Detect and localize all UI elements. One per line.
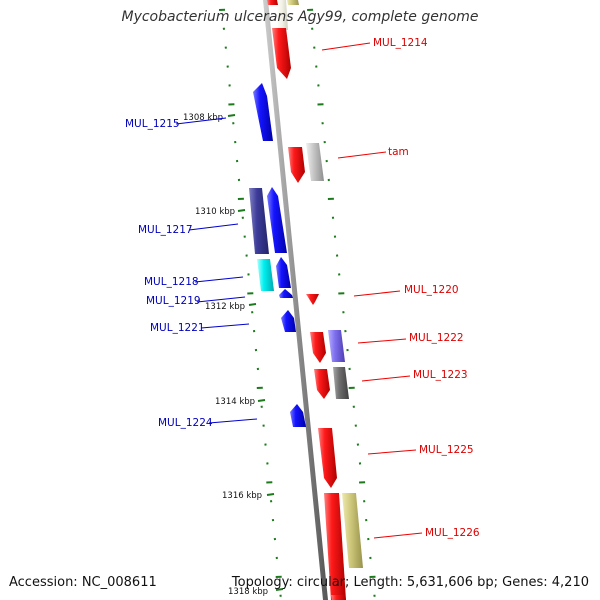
label-MUL_1225[interactable]: MUL_1225: [419, 444, 474, 456]
feature-MUL_1224[interactable]: [290, 404, 306, 427]
tick-label-1316: 1316 kbp: [222, 491, 262, 501]
genome-backbone: [263, 0, 328, 600]
feature-MUL_1222[interactable]: [310, 332, 326, 363]
forward-strand-features: [267, 0, 363, 600]
label-MUL_1226[interactable]: MUL_1226: [425, 527, 480, 539]
feature-bottom-red: [331, 595, 346, 600]
label-MUL_1215[interactable]: MUL_1215: [125, 118, 180, 130]
gene-labels-right: MUL_1214 tam MUL_1220 MUL_1222 MUL_1223 …: [373, 37, 480, 539]
label-MUL_1221[interactable]: MUL_1221: [150, 322, 205, 334]
feature-tam[interactable]: [288, 147, 305, 183]
feature-MUL_1223-homolog: [333, 367, 349, 399]
feature-MUL_1223[interactable]: [314, 369, 330, 399]
accession-text: Accession: NC_008611: [9, 575, 157, 590]
feature-MUL_1218[interactable]: [276, 257, 291, 288]
label-MUL_1219[interactable]: MUL_1219: [146, 295, 201, 307]
outer-tick-ring: [307, 8, 376, 597]
feature-MUL_1222-homolog: [328, 330, 345, 362]
feature-MUL_1217[interactable]: [267, 187, 287, 253]
label-leaders-left: [175, 117, 258, 424]
label-MUL_1218[interactable]: MUL_1218: [144, 276, 199, 288]
feature-top-khaki: [287, 0, 299, 5]
label-MUL_1222[interactable]: MUL_1222: [409, 332, 464, 344]
label-MUL_1217[interactable]: MUL_1217: [138, 224, 193, 236]
tick-label-1310: 1310 kbp: [195, 207, 235, 217]
label-MUL_1220[interactable]: MUL_1220: [404, 284, 459, 296]
label-MUL_1214[interactable]: MUL_1214: [373, 37, 428, 49]
feature-top-red: [267, 0, 278, 5]
tick-label-1308: 1308 kbp: [183, 113, 223, 123]
tick-label-1312: 1312 kbp: [205, 302, 245, 312]
label-MUL_1224[interactable]: MUL_1224: [158, 417, 213, 429]
map-title: Mycobacterium ulcerans Agy99, complete g…: [121, 9, 479, 25]
kbp-ticks: [227, 114, 284, 591]
feature-MUL_1221[interactable]: [281, 310, 296, 332]
feature-MUL_1215[interactable]: [253, 83, 273, 141]
feature-MUL_1219[interactable]: [279, 289, 293, 298]
label-MUL_1223[interactable]: MUL_1223: [413, 369, 468, 381]
feature-top-cream: [276, 0, 288, 30]
reverse-strand-features: [249, 0, 306, 427]
feature-MUL_1225[interactable]: [318, 428, 337, 488]
feature-MUL_1218-homolog: [257, 259, 274, 291]
gene-labels-left: MUL_1215 MUL_1217 MUL_1218 MUL_1219 MUL_…: [125, 118, 213, 429]
feature-MUL_1214[interactable]: [272, 28, 291, 79]
tick-label-1314: 1314 kbp: [215, 397, 255, 407]
feature-MUL_1226-homolog: [342, 493, 363, 568]
feature-MUL_1226[interactable]: [324, 493, 346, 600]
kbp-labels: 1308 kbp 1310 kbp 1312 kbp 1314 kbp 1316…: [183, 113, 268, 597]
label-leaders-right: [321, 42, 423, 539]
feature-tam-homolog: [306, 143, 324, 181]
label-tam[interactable]: tam: [388, 146, 409, 158]
feature-MUL_1220[interactable]: [306, 294, 319, 305]
feature-MUL_1217-homolog: [249, 188, 269, 254]
genome-summary: Topology: circular; Length: 5,631,606 bp…: [231, 575, 589, 590]
inner-tick-ring: [218, 8, 282, 597]
tick-label-1318: 1318 kbp: [228, 587, 268, 597]
